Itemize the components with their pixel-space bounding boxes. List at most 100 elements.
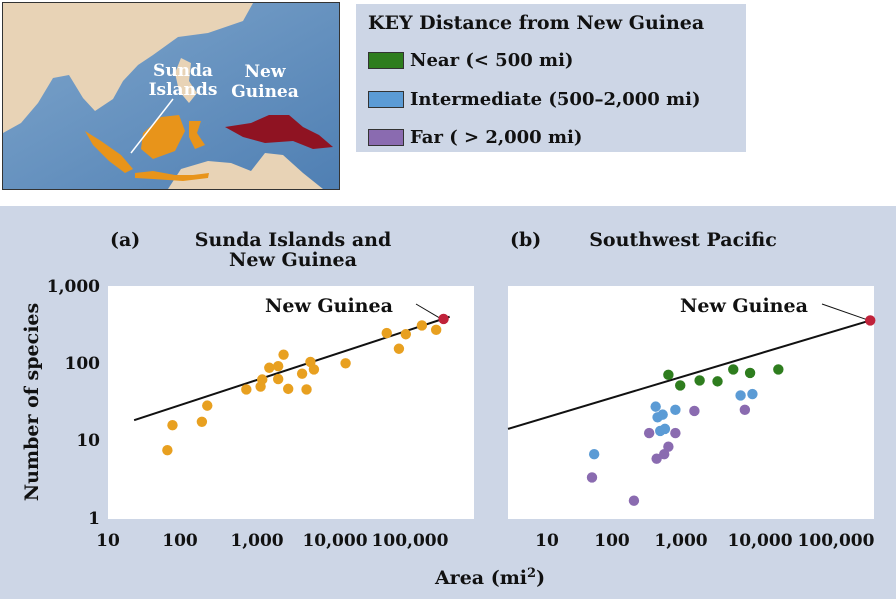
scatter-point-b-near	[663, 369, 674, 381]
scatter-point-a	[340, 358, 351, 369]
scatter-point-a	[272, 373, 284, 385]
plot-b-marks	[507, 303, 876, 506]
scatter-point-a	[272, 361, 284, 372]
x-tick-a-10000: 10,000	[302, 531, 367, 551]
scatter-point-b-near	[728, 364, 739, 375]
annotation-b: New Guinea	[680, 295, 808, 317]
point-new-guinea-b	[865, 315, 876, 326]
scatter-point-b-far	[739, 404, 751, 416]
scatter-point-b-far	[651, 453, 662, 464]
legend-label-intermediate: Intermediate (500–2,000 mi)	[410, 88, 701, 110]
x-tick-b-10: 10	[535, 531, 559, 551]
x-tick-b-100000: 100,000	[798, 531, 875, 551]
panel-b-letter: (b)	[510, 229, 541, 251]
map-image: Sunda Islands New Guinea	[2, 2, 340, 190]
scatter-point-a	[400, 329, 412, 340]
scatter-point-a	[162, 445, 173, 456]
map-new-guinea	[225, 115, 333, 149]
panel-a-letter: (a)	[110, 229, 140, 251]
y-axis-label: Number of species	[21, 303, 43, 501]
annotation-b-leader	[821, 303, 867, 320]
scatter-point-a	[430, 324, 442, 336]
scatter-point-b-far	[670, 427, 681, 439]
legend-item-intermediate: Intermediate (500–2,000 mi)	[368, 87, 701, 111]
scatter-point-a	[381, 327, 392, 339]
legend-swatch-near	[368, 51, 404, 69]
annotation-a: New Guinea	[265, 295, 393, 317]
x-axis-label-main: Area (mi	[434, 567, 527, 589]
x-tick-a-1000: 1,000	[230, 531, 283, 551]
scatter-point-b-intermediate	[735, 390, 746, 401]
plot-b-area	[508, 286, 874, 519]
map-sunda-java	[135, 171, 209, 181]
scatter-point-a	[257, 374, 268, 385]
map-label-sunda-1: Sunda	[153, 61, 213, 81]
scatter-point-b-far	[689, 405, 700, 417]
scatter-point-a	[278, 349, 289, 360]
x-tick-a-100000: 100,000	[372, 531, 449, 551]
legend-title: KEY Distance from New Guinea	[368, 12, 705, 34]
legend-item-far: Far ( > 2,000 mi)	[368, 125, 582, 149]
scatter-point-a	[196, 416, 208, 427]
map-label-newguinea-2: Guinea	[231, 82, 299, 102]
scatter-point-a	[296, 368, 308, 379]
y-tick-1000: 1,000	[47, 277, 100, 297]
scatter-point-a	[301, 384, 312, 395]
panel-a-title-1: Sunda Islands and	[195, 229, 392, 251]
scatter-point-b-intermediate	[747, 388, 758, 400]
legend-box: KEY Distance from New Guinea Near (< 500…	[356, 4, 746, 152]
scatter-point-a	[202, 400, 213, 411]
map-label-sunda-2: Islands	[149, 80, 218, 100]
x-tick-a-10: 10	[96, 531, 120, 551]
fit-line-a	[133, 315, 450, 422]
scatter-point-b-intermediate	[657, 409, 668, 420]
y-tick-10: 10	[76, 431, 100, 451]
scatter-point-a	[241, 384, 252, 395]
x-axis-label-close: )	[536, 567, 545, 589]
x-axis-label-sup: 2	[527, 566, 536, 581]
map-label-newguinea-1: New	[245, 62, 286, 82]
x-axis-label: Area (mi2)	[434, 566, 545, 589]
scatter-point-a	[264, 362, 275, 373]
annotation-a-leader	[415, 303, 440, 319]
scatter-point-a	[308, 364, 320, 375]
legend-swatch-far	[368, 128, 404, 146]
scatter-point-b-near	[773, 364, 784, 375]
x-tick-b-1000: 1,000	[654, 531, 707, 551]
y-tick-100: 100	[65, 354, 101, 374]
scatter-point-a	[282, 383, 294, 395]
scatter-point-a	[167, 419, 178, 431]
scatter-point-b-far	[586, 472, 598, 483]
map-sunda-pointer	[130, 98, 174, 154]
y-tick-1: 1	[88, 509, 100, 529]
scatter-point-b-intermediate	[588, 448, 600, 460]
scatter-point-a	[393, 343, 405, 354]
scatter-point-b-far	[643, 427, 655, 439]
legend-label-near: Near (< 500 mi)	[410, 49, 574, 71]
scatter-point-b-near	[675, 380, 686, 391]
scatter-point-b-near	[694, 375, 705, 386]
charts-svg: (a) Sunda Islands and New Guinea (b) Sou…	[21, 229, 876, 589]
scatter-point-b-intermediate	[659, 423, 671, 435]
map-philippines	[175, 58, 197, 103]
fit-line-b	[507, 319, 871, 430]
point-new-guinea-a	[438, 313, 449, 325]
scatter-point-b-near	[744, 367, 756, 379]
plot-a-marks	[133, 303, 450, 456]
x-tick-b-100: 100	[594, 531, 630, 551]
chart-panel: (a) Sunda Islands and New Guinea (b) Sou…	[0, 206, 896, 599]
legend-label-far: Far ( > 2,000 mi)	[410, 126, 583, 148]
legend-item-near: Near (< 500 mi)	[368, 48, 573, 72]
scatter-point-b-near	[712, 376, 723, 387]
x-tick-b-10000: 10,000	[727, 531, 792, 551]
legend-swatch-intermediate	[368, 90, 404, 108]
plot-a-area	[108, 286, 474, 519]
map-australia	[168, 153, 323, 189]
x-tick-a-100: 100	[162, 531, 198, 551]
scatter-point-a	[416, 320, 428, 331]
scatter-point-b-intermediate	[670, 404, 681, 416]
map-sunda-sulawesi	[189, 121, 205, 149]
map-sunda-sumatra	[85, 131, 133, 173]
scatter-point-b-intermediate	[650, 401, 661, 412]
map-mainland	[3, 3, 253, 133]
